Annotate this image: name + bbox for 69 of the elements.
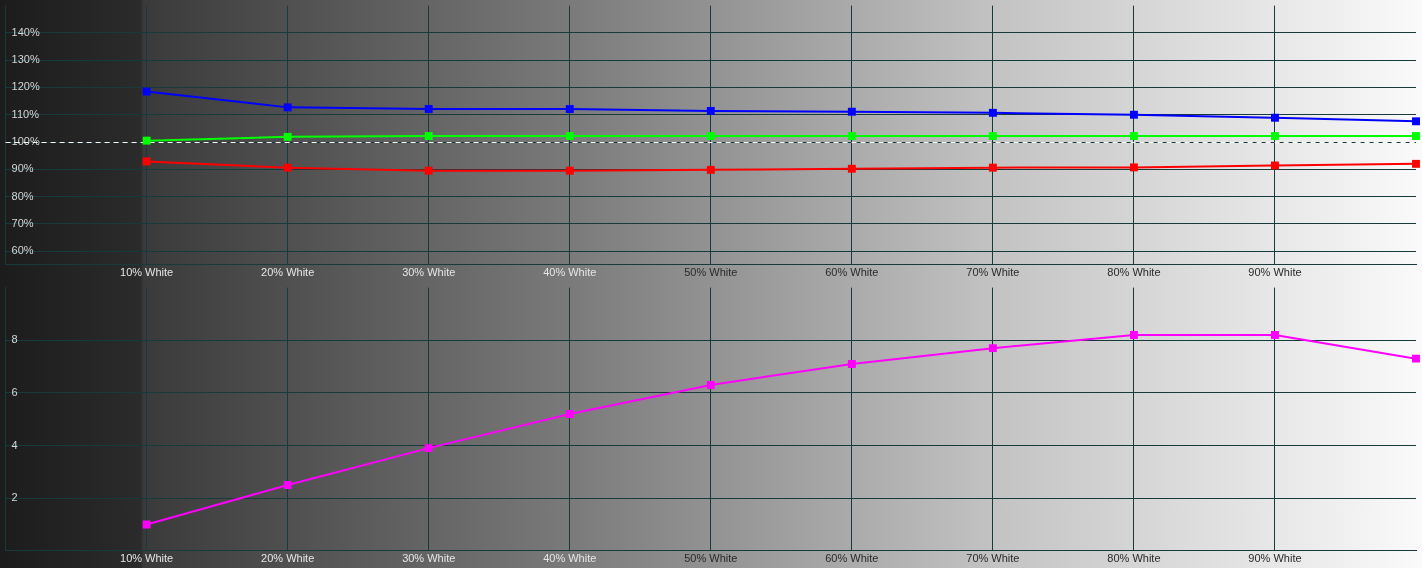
point — [847, 164, 856, 173]
y-tick-label: 2 — [11, 491, 18, 504]
point — [565, 132, 574, 140]
x-tick-label: 50% White — [684, 266, 738, 279]
point — [1129, 163, 1138, 172]
x-tick-label: 80% White — [1107, 266, 1161, 279]
point — [565, 105, 574, 113]
y-tick-label: 60% — [11, 244, 34, 257]
point — [1129, 331, 1138, 339]
point — [1129, 110, 1138, 119]
x-tick-label: 70% White — [966, 552, 1020, 565]
point — [988, 163, 997, 172]
point — [847, 359, 856, 368]
x-tick-label: 30% White — [402, 266, 456, 279]
point — [565, 166, 574, 175]
y-tick-label: 70% — [11, 216, 34, 229]
point — [565, 409, 574, 418]
point — [988, 344, 997, 353]
point — [424, 166, 433, 175]
point — [142, 157, 151, 166]
y-tick-label: 130% — [11, 53, 40, 66]
x-tick-label: 30% White — [402, 552, 456, 565]
point — [1412, 117, 1420, 126]
y-tick-label: 8 — [11, 333, 18, 346]
x-tick-label: 70% White — [966, 266, 1020, 279]
y-tick-label: 6 — [11, 385, 18, 398]
point — [1412, 354, 1420, 363]
point — [142, 87, 151, 96]
y-tick-label: 100% — [11, 135, 40, 148]
point — [283, 132, 292, 141]
y-tick-label: 110% — [11, 107, 40, 120]
x-tick-label: 20% White — [261, 552, 315, 565]
point — [1271, 113, 1279, 122]
point — [1271, 132, 1279, 140]
point — [706, 132, 715, 140]
point — [283, 103, 292, 112]
x-tick-label: 10% White — [120, 266, 174, 279]
y-tick-label: 120% — [11, 80, 40, 93]
x-tick-label: 40% White — [543, 552, 597, 565]
point — [847, 132, 856, 140]
x-tick-label: 40% White — [543, 266, 597, 279]
point — [988, 132, 997, 140]
point — [847, 107, 856, 116]
y-tick-label: 140% — [11, 25, 40, 38]
x-tick-label: 90% White — [1248, 552, 1302, 565]
point — [424, 105, 433, 113]
y-tick-label: 80% — [11, 189, 34, 202]
point — [1271, 331, 1279, 339]
point — [706, 381, 715, 389]
point — [1412, 132, 1420, 140]
point — [988, 108, 997, 117]
point — [706, 106, 715, 115]
point — [142, 136, 151, 145]
point — [706, 165, 715, 174]
point — [1129, 132, 1138, 140]
point — [283, 163, 292, 172]
point — [283, 481, 292, 489]
point — [1412, 159, 1420, 168]
x-tick-label: 80% White — [1107, 552, 1161, 565]
point — [424, 132, 433, 140]
x-tick-label: 90% White — [1248, 266, 1302, 279]
x-tick-label: 20% White — [261, 266, 315, 279]
x-tick-label: 10% White — [120, 552, 174, 565]
y-tick-label: 4 — [11, 438, 18, 451]
x-tick-label: 60% White — [825, 552, 879, 565]
x-tick-label: 50% White — [684, 552, 738, 565]
point — [424, 444, 433, 453]
x-tick-label: 60% White — [825, 266, 879, 279]
y-tick-label: 90% — [11, 162, 34, 175]
